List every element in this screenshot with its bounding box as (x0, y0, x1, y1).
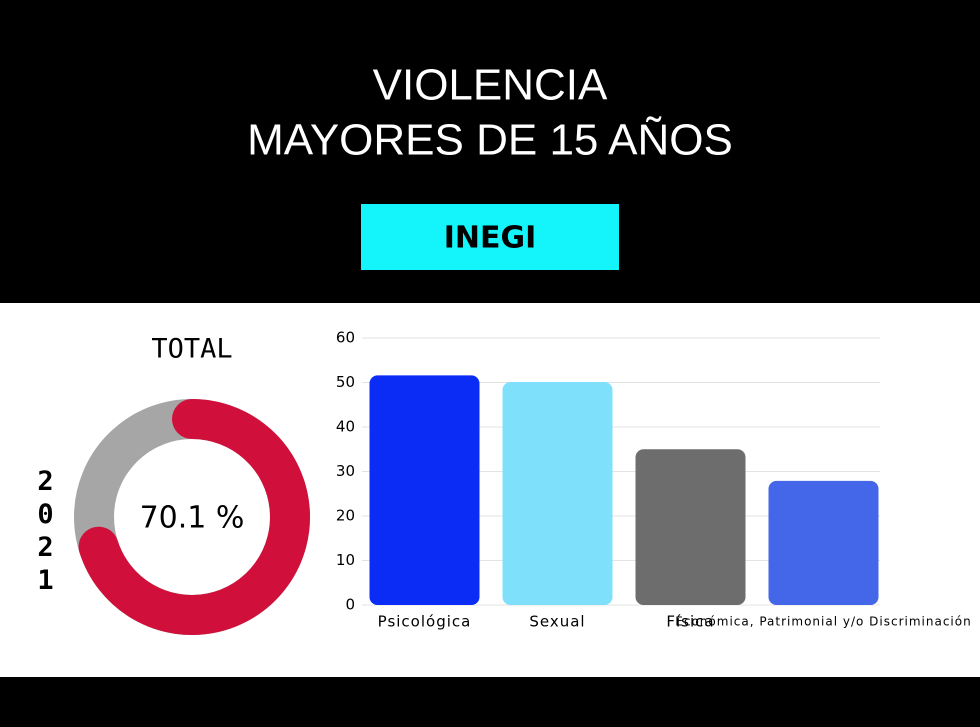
y-tick-label: 10 (336, 551, 355, 569)
y-tick-label: 40 (336, 418, 355, 436)
bar (768, 480, 879, 605)
y-tick-label: 20 (336, 507, 355, 525)
bar (369, 375, 480, 605)
bar (502, 382, 613, 605)
donut-title: TOTAL (151, 334, 232, 365)
donut-label: 70.1 % (140, 501, 245, 536)
y-tick-label: 60 (336, 329, 355, 347)
source-badge (361, 204, 619, 270)
title-line: VIOLENCIA (373, 61, 608, 110)
donut-arc (78, 399, 310, 635)
year: 2021 (30, 466, 61, 598)
x-tick-label: Económica, Patrimonial y/o Discriminació… (675, 615, 971, 629)
y-tick-label: 50 (336, 373, 355, 391)
y-tick-label: 30 (336, 462, 355, 480)
x-tick-label: Física (666, 613, 714, 631)
title-line: MAYORES DE 15 AÑOS (247, 115, 733, 165)
x-tick-label: Psicológica (378, 613, 472, 631)
bar (635, 449, 746, 605)
source: INEGI (444, 221, 537, 256)
x-tick-label: Sexual (529, 613, 585, 631)
y-tick-label: 0 (345, 596, 355, 614)
footer-band (0, 677, 980, 727)
